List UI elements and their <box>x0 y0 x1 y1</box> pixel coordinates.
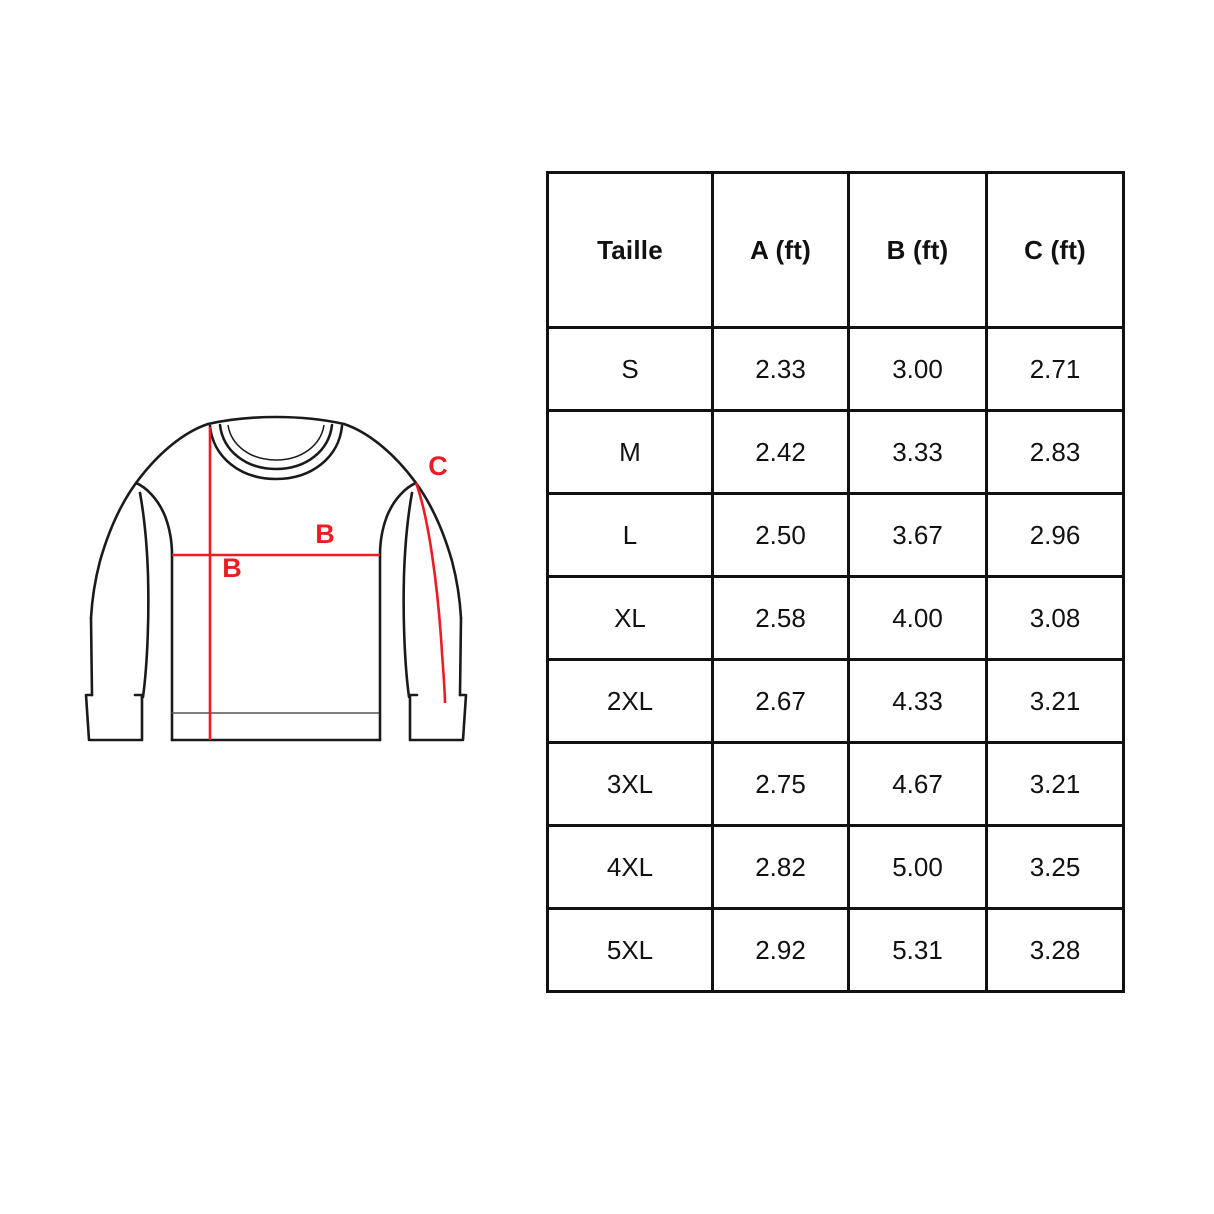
cell-c: 3.21 <box>985 658 1125 744</box>
sleeve-length-label: C <box>428 451 448 481</box>
cell-a: 2.75 <box>711 741 850 827</box>
cell-size: M <box>546 409 714 495</box>
garment-body-outline <box>84 415 468 742</box>
table-body: S 2.33 3.00 2.71 M 2.42 3.33 2.83 L 2.50… <box>546 326 1125 993</box>
table-header: Taille A (ft) B (ft) C (ft) <box>546 171 1125 329</box>
cell-b: 3.33 <box>847 409 988 495</box>
cell-size: 3XL <box>546 741 714 827</box>
cell-c: 3.08 <box>985 575 1125 661</box>
sleeve-length-line <box>414 482 447 704</box>
table-row: M 2.42 3.33 2.83 <box>546 409 1125 495</box>
cell-size: S <box>546 326 714 412</box>
size-chart-table: Taille A (ft) B (ft) C (ft) S 2.33 3.00 … <box>546 171 1125 993</box>
chest-width-label: B <box>315 519 335 549</box>
cell-b: 3.67 <box>847 492 988 578</box>
cell-a: 2.92 <box>711 907 850 993</box>
collar-inner-line <box>227 424 325 461</box>
cell-size: 5XL <box>546 907 714 993</box>
cell-c: 3.21 <box>985 741 1125 827</box>
cell-a: 2.82 <box>711 824 850 910</box>
cell-b: 4.33 <box>847 658 988 744</box>
cell-a: 2.58 <box>711 575 850 661</box>
cell-a: 2.42 <box>711 409 850 495</box>
cell-a: 2.67 <box>711 658 850 744</box>
cell-c: 2.71 <box>985 326 1125 412</box>
table-row: L 2.50 3.67 2.96 <box>546 492 1125 578</box>
cell-c: 3.28 <box>985 907 1125 993</box>
table-row: 3XL 2.75 4.67 3.21 <box>546 741 1125 827</box>
cell-c: 2.83 <box>985 409 1125 495</box>
table-row: 2XL 2.67 4.33 3.21 <box>546 658 1125 744</box>
cell-size: L <box>546 492 714 578</box>
column-header-size: Taille <box>546 171 714 329</box>
cell-size: 2XL <box>546 658 714 744</box>
cell-b: 3.00 <box>847 326 988 412</box>
cell-a: 2.50 <box>711 492 850 578</box>
cell-b: 5.31 <box>847 907 988 993</box>
cell-b: 4.67 <box>847 741 988 827</box>
sweatshirt-outline-svg: B B C <box>84 415 468 742</box>
column-header-b-ft: B (ft) <box>847 171 988 329</box>
cell-b: 5.00 <box>847 824 988 910</box>
table-row: 5XL 2.92 5.31 3.28 <box>546 907 1125 993</box>
cell-size: 4XL <box>546 824 714 910</box>
table-row: XL 2.58 4.00 3.08 <box>546 575 1125 661</box>
column-header-c-ft: C (ft) <box>985 171 1125 329</box>
measurement-guides <box>172 427 447 740</box>
cell-size: XL <box>546 575 714 661</box>
sweatshirt-diagram: B B C <box>80 395 470 775</box>
column-header-a-ft: A (ft) <box>711 171 850 329</box>
body-length-label: B <box>222 553 242 583</box>
size-table-container: Taille A (ft) B (ft) C (ft) S 2.33 3.00 … <box>546 171 1125 993</box>
cell-a: 2.33 <box>711 326 850 412</box>
table-row: S 2.33 3.00 2.71 <box>546 326 1125 412</box>
cell-c: 2.96 <box>985 492 1125 578</box>
header-row: Taille A (ft) B (ft) C (ft) <box>546 171 1125 329</box>
table-row: 4XL 2.82 5.00 3.25 <box>546 824 1125 910</box>
cell-c: 3.25 <box>985 824 1125 910</box>
collar-ribbing <box>208 423 344 481</box>
cell-b: 4.00 <box>847 575 988 661</box>
